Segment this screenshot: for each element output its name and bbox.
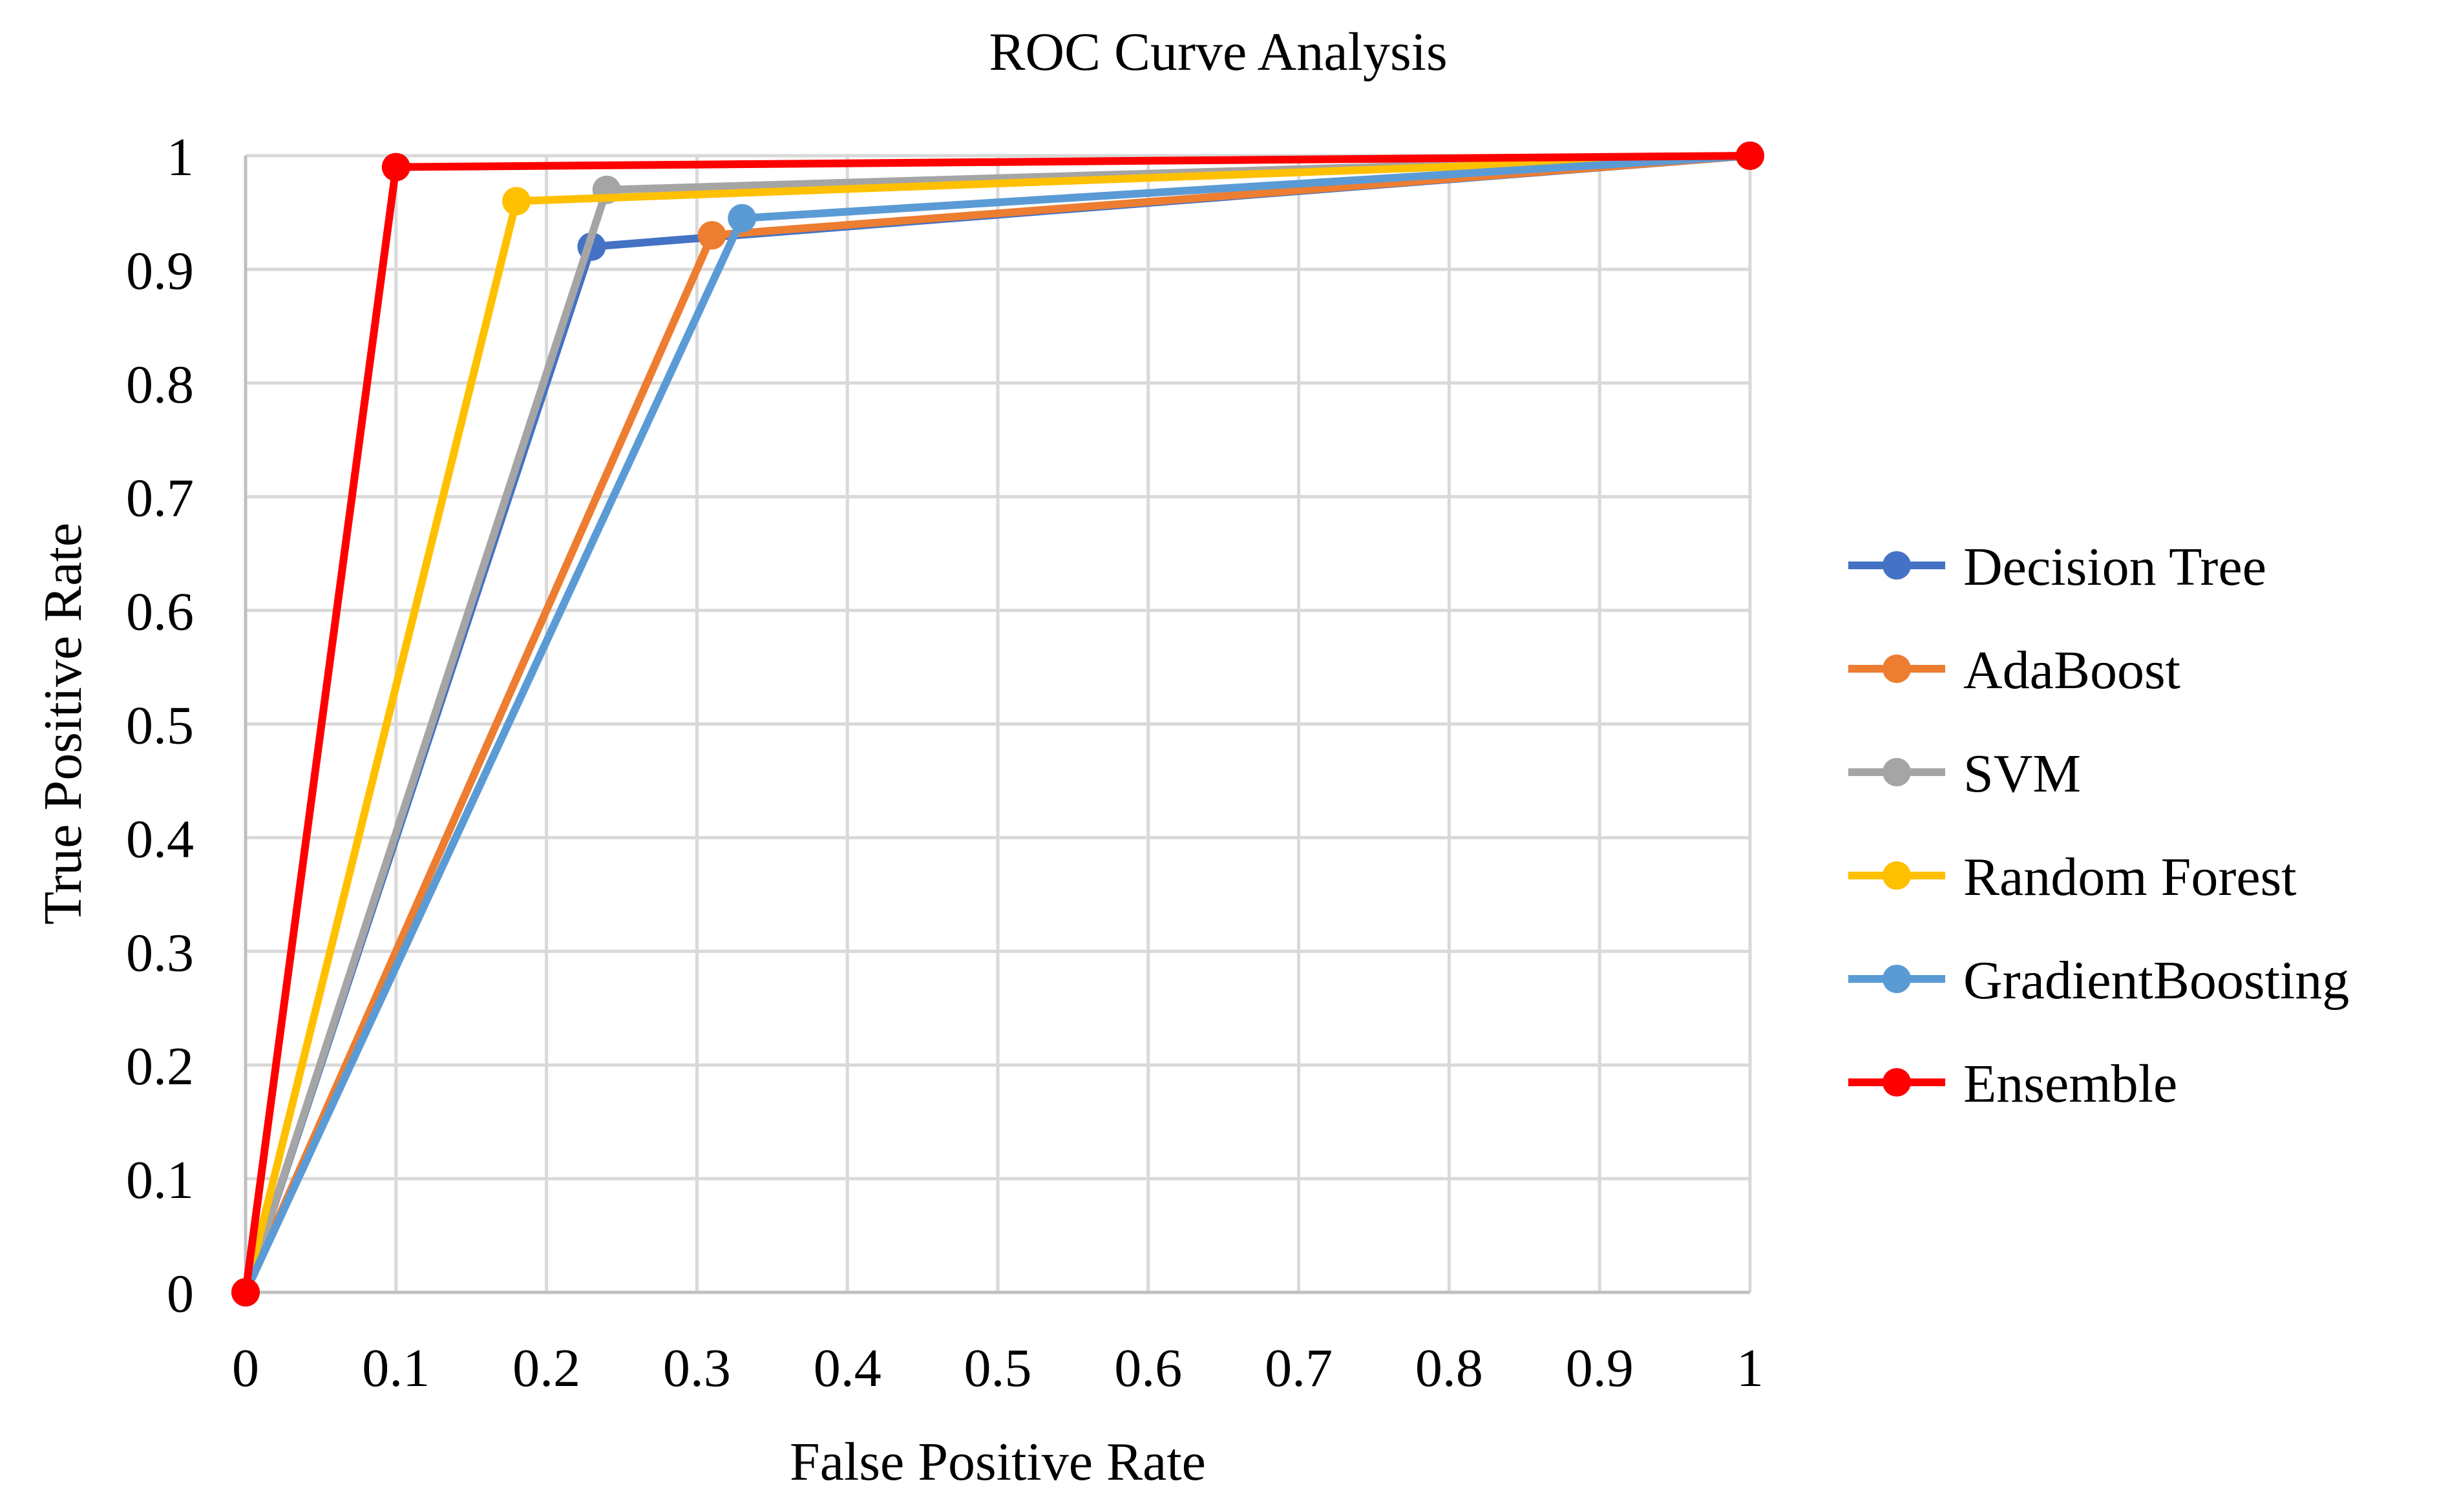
- data-point-random-forest: [502, 187, 531, 216]
- legend-swatch-marker: [1883, 655, 1911, 683]
- y-tick-label: 0: [167, 1264, 194, 1324]
- legend-label: Decision Tree: [1963, 537, 2266, 597]
- legend-label: Ensemble: [1963, 1054, 2177, 1114]
- y-tick-label: 0.5: [126, 696, 194, 756]
- y-tick-label: 0.9: [126, 241, 194, 301]
- x-tick-label: 0.2: [512, 1338, 580, 1398]
- x-tick-label: 0.6: [1114, 1338, 1182, 1398]
- tick-layer: 0 0.1 0.2 0.3 0.4 0.5 0.6 0.7 0.8 0.9 1 0 0.1 0.2 0.3 0…: [126, 127, 1764, 1398]
- data-point-ensemble: [1736, 142, 1764, 170]
- legend-label: GradientBoosting: [1963, 950, 2349, 1011]
- legend-label: SVM: [1963, 744, 2081, 804]
- y-tick-label: 0.4: [126, 809, 194, 869]
- x-tick-label: 0: [232, 1338, 259, 1398]
- data-point-ensemble: [381, 152, 410, 182]
- x-tick-label: 0.9: [1566, 1338, 1634, 1398]
- legend-swatch-marker: [1883, 965, 1911, 993]
- legend-label: Random Forest: [1963, 847, 2297, 907]
- x-tick-label: 1: [1736, 1338, 1764, 1398]
- series-ensemble: [231, 142, 1764, 1307]
- series-layer: [231, 142, 1764, 1307]
- y-tick-label: 0.8: [126, 355, 194, 415]
- legend: Decision Tree AdaBoost SVM Random Forest Gra…: [1848, 537, 2349, 1114]
- x-tick-label: 0.1: [362, 1338, 430, 1398]
- y-axis-title: True Positive Rate: [33, 523, 93, 925]
- legend-item-gradientboosting: GradientBoosting: [1848, 950, 2349, 1011]
- y-tick-label: 1: [167, 127, 194, 187]
- data-point-gradientboosting: [728, 204, 757, 233]
- legend-item-svm: SVM: [1848, 744, 2081, 804]
- legend-item-ensemble: Ensemble: [1848, 1054, 2177, 1114]
- legend-swatch-marker: [1883, 861, 1911, 890]
- y-tick-label: 0.1: [126, 1150, 194, 1210]
- y-tick-label: 0.7: [126, 468, 194, 529]
- legend-label: AdaBoost: [1963, 640, 2180, 700]
- y-tick-label: 0.3: [126, 923, 194, 983]
- x-axis-title: False Positive Rate: [790, 1432, 1206, 1492]
- chart-title: ROC Curve Analysis: [989, 22, 1447, 82]
- legend-swatch-marker: [1883, 758, 1911, 786]
- y-tick-label: 0.2: [126, 1036, 194, 1097]
- x-tick-label: 0.3: [663, 1338, 731, 1398]
- legend-swatch-marker: [1883, 551, 1911, 580]
- x-tick-label: 0.5: [964, 1338, 1032, 1398]
- axis-layer: [244, 156, 1750, 1294]
- legend-item-decision-tree: Decision Tree: [1848, 537, 2266, 597]
- x-tick-label: 0.7: [1265, 1338, 1333, 1398]
- y-tick-label: 0.6: [126, 582, 194, 642]
- data-point-ensemble: [231, 1278, 260, 1307]
- legend-item-adaboost: AdaBoost: [1848, 640, 2180, 700]
- x-tick-label: 0.4: [814, 1338, 881, 1398]
- legend-item-random-forest: Random Forest: [1848, 847, 2297, 907]
- legend-swatch-marker: [1883, 1068, 1911, 1097]
- x-tick-label: 0.8: [1415, 1338, 1483, 1398]
- grid-layer: [246, 154, 1752, 1292]
- data-point-adaboost: [697, 221, 726, 250]
